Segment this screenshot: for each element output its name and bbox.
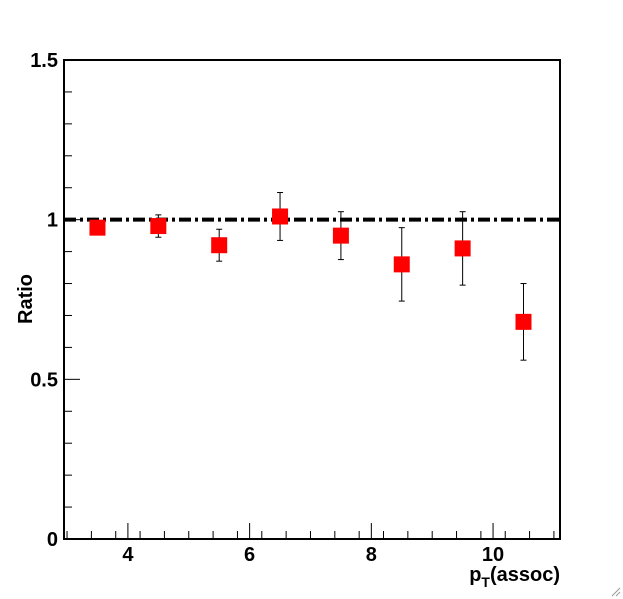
- x-tick-label: 10: [482, 544, 504, 566]
- x-tick-label: 4: [122, 544, 134, 566]
- y-tick-label: 1.5: [30, 50, 58, 72]
- y-axis-label: Ratio: [15, 274, 37, 324]
- data-point: [515, 313, 532, 330]
- data-point: [150, 218, 167, 235]
- x-axis-label: pT(assoc): [469, 564, 560, 590]
- resize-grip-icon[interactable]: [611, 587, 621, 597]
- plot-frame: [63, 59, 561, 540]
- data-point: [454, 240, 471, 257]
- y-tick-label: 0.5: [30, 369, 58, 391]
- x-tick-label: 6: [244, 544, 255, 566]
- data-point: [272, 208, 289, 225]
- data-point: [89, 219, 106, 236]
- y-tick-label: 1: [47, 210, 58, 232]
- data-point: [332, 227, 349, 244]
- data-point: [393, 256, 410, 273]
- x-axis-label-variable: p: [469, 564, 481, 586]
- y-tick-label: 0: [47, 529, 58, 551]
- x-tick-label: 8: [366, 544, 377, 566]
- x-axis-label-text: (assoc): [490, 564, 560, 586]
- x-axis-label-subscript: T: [481, 574, 490, 590]
- data-point: [211, 237, 228, 254]
